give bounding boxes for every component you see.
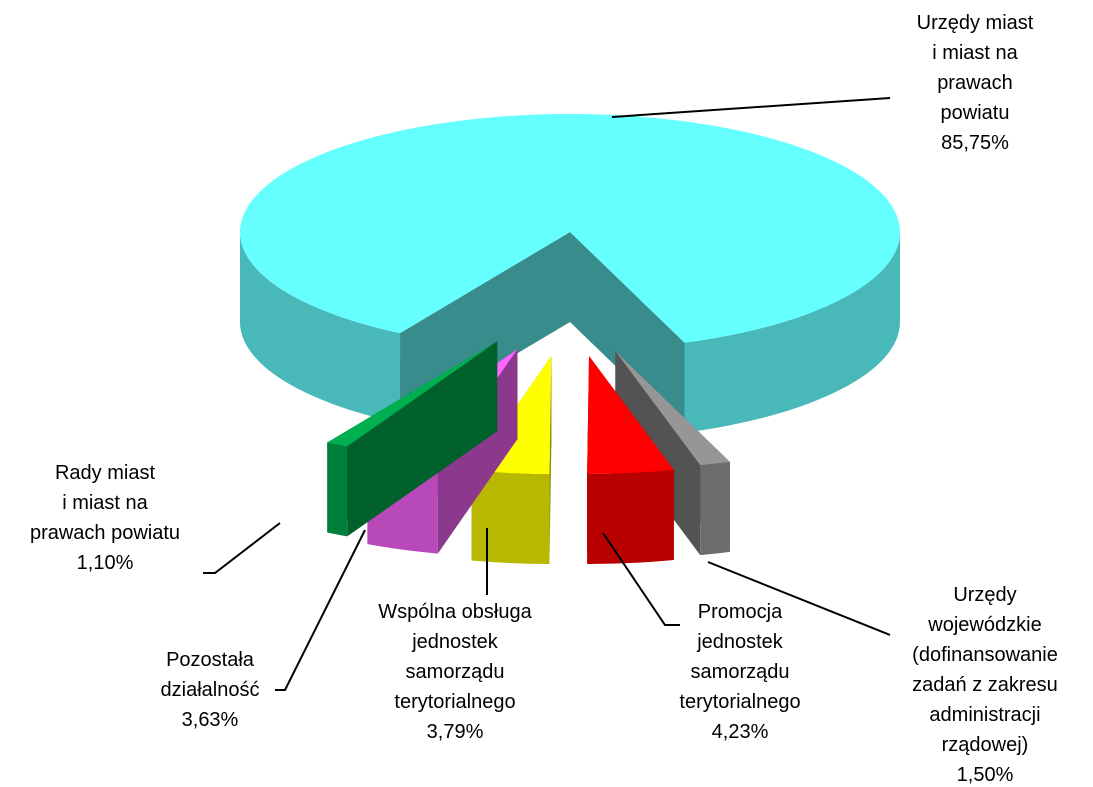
value-label: 85,75% [941, 132, 1009, 154]
value-label: 4,23% [711, 721, 769, 743]
value-label: 1,10% [76, 552, 134, 574]
slices [239, 113, 900, 565]
slice-wall [240, 232, 401, 424]
value-label: 3,79% [426, 721, 484, 743]
value-label: 1,50% [956, 764, 1014, 786]
leader-line [203, 522, 281, 574]
slice-wall [471, 470, 550, 565]
data-label: Urzędy miast i miast na prawach powiatu 8… [916, 8, 1034, 158]
category-label: Wspólna obsługa jednostek samorządu tery… [378, 601, 532, 713]
slice [587, 355, 674, 474]
data-label: Promocja jednostek samorządu terytorialn… [679, 597, 800, 747]
slice-wall [327, 442, 348, 537]
leader-line [611, 97, 891, 118]
data-label: Pozostała działalność 3,63% [161, 645, 260, 735]
leader-lines [203, 97, 891, 691]
category-label: Promocja jednostek samorządu terytorialn… [679, 601, 801, 713]
category-label: Rady miast i miast na prawach powiatu [29, 462, 181, 544]
value-label: 3,63% [181, 709, 239, 731]
slice [615, 351, 730, 466]
category-label: Urzędy wojewódzkie (dofinansowanie zadań… [912, 584, 1058, 756]
slice [327, 341, 498, 447]
slice-wall [587, 470, 674, 564]
data-label: Rady miast i miast na prawach powiatu 1,1… [30, 458, 180, 578]
data-label: Wspólna obsługa jednostek samorządu tery… [378, 597, 531, 747]
category-label: Urzędy miast i miast na prawach powiatu [916, 12, 1034, 124]
leader-line [707, 561, 891, 636]
leader-line [275, 529, 366, 691]
data-label: Urzędy wojewódzkie (dofinansowanie zadań… [912, 580, 1058, 787]
slice-wall [684, 232, 900, 433]
slice-wall [700, 461, 730, 556]
category-label: Pozostała działalność [160, 649, 260, 701]
slice [239, 113, 900, 343]
slice-side [327, 341, 498, 533]
slice-side [570, 232, 685, 433]
leader-line [602, 532, 680, 626]
